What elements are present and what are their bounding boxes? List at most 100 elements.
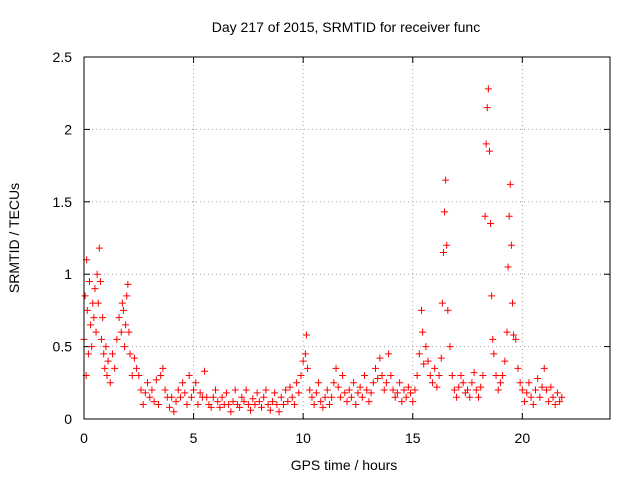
- y-tick-label: 1: [64, 266, 72, 282]
- data-point: [148, 386, 156, 394]
- data-point: [83, 306, 91, 314]
- data-point: [426, 372, 434, 380]
- data-point: [508, 299, 516, 307]
- data-point: [472, 386, 480, 394]
- data-point: [356, 383, 364, 391]
- data-point: [319, 403, 327, 411]
- data-point: [419, 328, 427, 336]
- data-point: [464, 386, 472, 394]
- data-point: [446, 343, 454, 351]
- data-point: [501, 357, 509, 365]
- data-point: [297, 372, 305, 380]
- data-point: [293, 379, 301, 387]
- data-point: [437, 354, 445, 362]
- data-point: [144, 379, 152, 387]
- data-point: [385, 350, 393, 358]
- data-point: [521, 398, 529, 406]
- data-point: [123, 292, 131, 300]
- data-point: [488, 292, 496, 300]
- data-point: [172, 398, 180, 406]
- data-point: [556, 398, 564, 406]
- data-point: [336, 393, 344, 401]
- data-point: [130, 354, 138, 362]
- data-point: [190, 386, 198, 394]
- data-point: [187, 393, 195, 401]
- data-point: [133, 364, 141, 372]
- data-point: [104, 357, 112, 365]
- data-point: [216, 403, 224, 411]
- data-point: [378, 372, 386, 380]
- data-point: [207, 403, 215, 411]
- data-point: [503, 328, 511, 336]
- data-point: [238, 393, 246, 401]
- data-point: [301, 350, 309, 358]
- data-point: [341, 389, 349, 397]
- data-point: [152, 376, 160, 384]
- data-point: [549, 393, 557, 401]
- data-point: [242, 386, 250, 394]
- data-point: [369, 379, 377, 387]
- data-point: [321, 393, 329, 401]
- data-point: [391, 393, 399, 401]
- data-point: [111, 364, 119, 372]
- data-point: [306, 386, 314, 394]
- data-point: [124, 280, 132, 288]
- data-point: [260, 393, 268, 401]
- data-point: [122, 321, 130, 329]
- x-tick-labels: 0 5 10 15 20: [80, 430, 530, 446]
- data-point: [507, 241, 515, 249]
- data-point: [100, 350, 108, 358]
- x-tick-label: 5: [190, 430, 198, 446]
- data-point: [268, 398, 276, 406]
- data-point: [438, 299, 446, 307]
- data-point: [518, 386, 526, 394]
- data-point: [475, 393, 482, 401]
- data-point: [402, 393, 410, 401]
- data-point: [347, 393, 355, 401]
- data-point: [516, 379, 524, 387]
- data-point: [137, 386, 145, 394]
- data-point: [350, 379, 358, 387]
- data-point: [244, 401, 252, 409]
- data-point: [505, 212, 513, 220]
- data-point: [411, 386, 419, 394]
- data-point: [428, 379, 436, 387]
- data-point: [249, 395, 257, 403]
- x-axis-label: GPS time / hours: [291, 457, 398, 473]
- chart-title: Day 217 of 2015, SRMTID for receiver fun…: [212, 19, 480, 35]
- data-point: [415, 350, 423, 358]
- data-point: [146, 393, 154, 401]
- data-point: [376, 354, 384, 362]
- data-point: [179, 379, 187, 387]
- data-point: [183, 401, 191, 409]
- data-point: [157, 372, 165, 380]
- data-point: [302, 331, 310, 339]
- x-tick-label: 20: [515, 430, 531, 446]
- data-point: [258, 403, 266, 411]
- data-point: [128, 372, 136, 380]
- data-point: [504, 263, 512, 271]
- x-tick-label: 0: [80, 430, 88, 446]
- data-point: [185, 372, 193, 380]
- data-point: [444, 306, 452, 314]
- data-point: [540, 364, 548, 372]
- data-point: [286, 383, 294, 391]
- data-point: [389, 386, 397, 394]
- data-point: [323, 386, 331, 394]
- data-point: [492, 372, 500, 380]
- data-point: [84, 350, 92, 358]
- data-point: [496, 379, 504, 387]
- data-point: [174, 386, 182, 394]
- data-point: [98, 335, 106, 343]
- data-point: [387, 372, 395, 380]
- data-point: [194, 401, 202, 409]
- data-point: [196, 389, 204, 397]
- data-point: [534, 374, 542, 382]
- data-point: [477, 383, 485, 391]
- data-point: [227, 408, 235, 416]
- data-point: [304, 364, 312, 372]
- data-point: [448, 372, 456, 380]
- data-point: [499, 372, 507, 380]
- data-point: [529, 401, 537, 409]
- data-point: [371, 364, 379, 372]
